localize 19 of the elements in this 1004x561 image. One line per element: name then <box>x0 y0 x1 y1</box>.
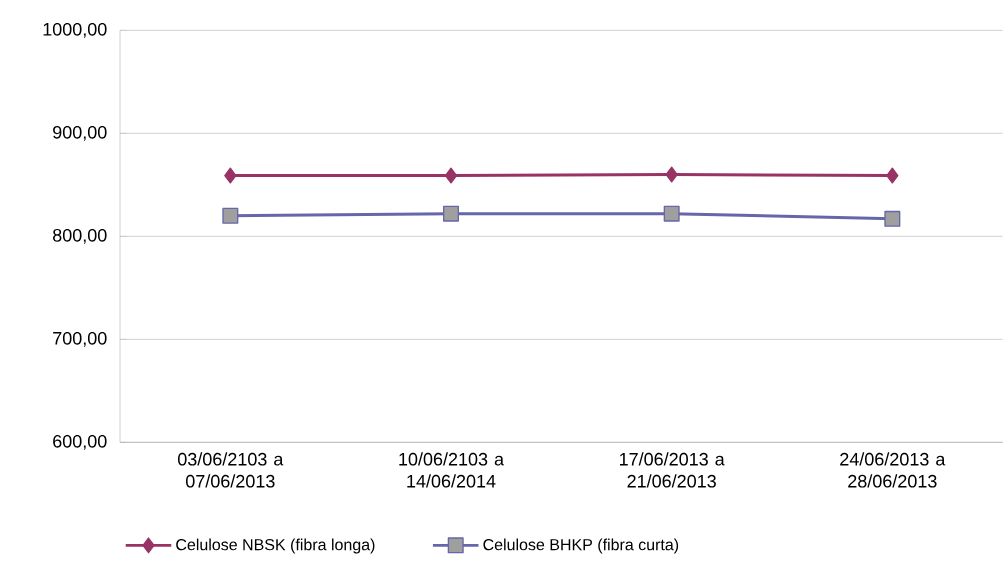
y-tick-label: 1000,00 <box>43 22 107 38</box>
point <box>886 167 899 184</box>
y-tick-label: 700,00 <box>53 331 107 347</box>
point <box>884 210 901 227</box>
point <box>224 167 237 184</box>
x-tick-label: 24/06/2013 a 28/06/2013 <box>840 452 946 488</box>
y-tick-label: 600,00 <box>53 434 107 450</box>
x-tick-label: 10/06/2103 a 14/06/2014 <box>399 452 505 488</box>
legend-label: Celulose NBSK (fibra longa) <box>176 538 375 554</box>
point <box>222 207 239 224</box>
point <box>663 205 680 222</box>
point <box>443 205 460 222</box>
legend-label: Celulose BHKP (fibra curta) <box>483 538 679 554</box>
x-tick-label: 17/06/2013 a 21/06/2013 <box>620 452 725 488</box>
y-tick-label: 900,00 <box>53 125 107 141</box>
x-tick-label: 03/06/2103 a 07/06/2013 <box>178 452 284 488</box>
point <box>444 167 458 184</box>
y-tick-label: 800,00 <box>53 228 107 244</box>
point <box>665 166 678 183</box>
